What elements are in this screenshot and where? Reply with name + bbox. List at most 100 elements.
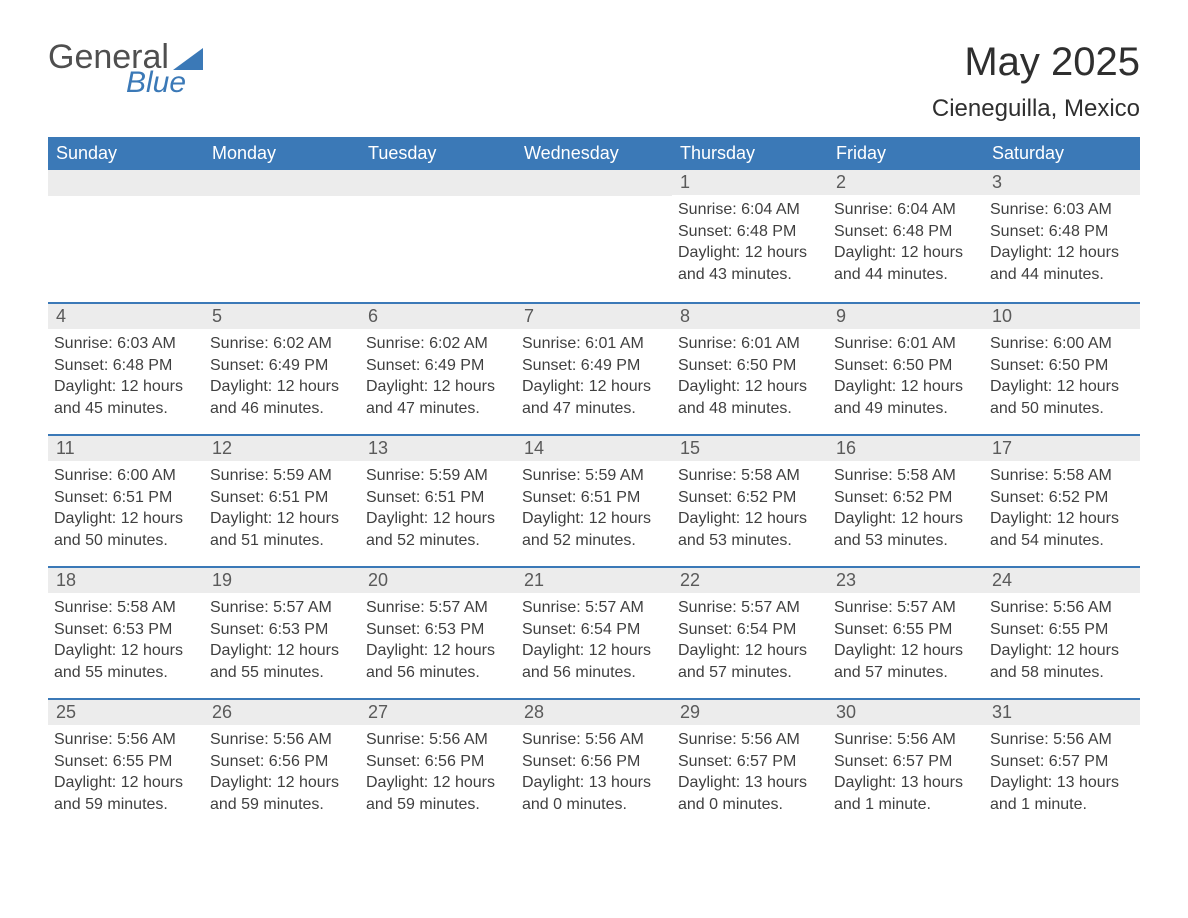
calendar-day-cell: 2Sunrise: 6:04 AMSunset: 6:48 PMDaylight… [828, 170, 984, 302]
calendar-day-cell: 12Sunrise: 5:59 AMSunset: 6:51 PMDayligh… [204, 436, 360, 566]
calendar-day-cell: 13Sunrise: 5:59 AMSunset: 6:51 PMDayligh… [360, 436, 516, 566]
day-sunset: Sunset: 6:56 PM [210, 751, 354, 773]
day-daylight: Daylight: 12 hours and 57 minutes. [834, 640, 978, 683]
day-sunset: Sunset: 6:48 PM [678, 221, 822, 243]
day-sunset: Sunset: 6:51 PM [210, 487, 354, 509]
day-sunrise: Sunrise: 5:56 AM [834, 729, 978, 751]
weekday-header: Tuesday [360, 137, 516, 170]
day-body: Sunrise: 5:59 AMSunset: 6:51 PMDaylight:… [360, 461, 516, 563]
day-body: Sunrise: 5:57 AMSunset: 6:54 PMDaylight:… [672, 593, 828, 695]
day-number: 8 [672, 304, 828, 329]
day-daylight: Daylight: 12 hours and 47 minutes. [366, 376, 510, 419]
day-sunrise: Sunrise: 5:56 AM [990, 597, 1134, 619]
day-sunset: Sunset: 6:51 PM [366, 487, 510, 509]
day-number: 5 [204, 304, 360, 329]
day-sunset: Sunset: 6:56 PM [366, 751, 510, 773]
day-sunrise: Sunrise: 6:04 AM [678, 199, 822, 221]
calendar-day-cell: 22Sunrise: 5:57 AMSunset: 6:54 PMDayligh… [672, 568, 828, 698]
calendar-day-cell [516, 170, 672, 302]
calendar-day-cell: 7Sunrise: 6:01 AMSunset: 6:49 PMDaylight… [516, 304, 672, 434]
day-daylight: Daylight: 12 hours and 46 minutes. [210, 376, 354, 419]
calendar-week: 25Sunrise: 5:56 AMSunset: 6:55 PMDayligh… [48, 698, 1140, 830]
day-body: Sunrise: 6:02 AMSunset: 6:49 PMDaylight:… [360, 329, 516, 431]
day-number: 26 [204, 700, 360, 725]
day-number: 14 [516, 436, 672, 461]
day-body: Sunrise: 6:03 AMSunset: 6:48 PMDaylight:… [984, 195, 1140, 297]
day-sunrise: Sunrise: 5:58 AM [990, 465, 1134, 487]
calendar-day-cell: 5Sunrise: 6:02 AMSunset: 6:49 PMDaylight… [204, 304, 360, 434]
day-body: Sunrise: 6:04 AMSunset: 6:48 PMDaylight:… [672, 195, 828, 297]
day-body: Sunrise: 5:56 AMSunset: 6:57 PMDaylight:… [672, 725, 828, 827]
day-body: Sunrise: 5:56 AMSunset: 6:56 PMDaylight:… [360, 725, 516, 827]
day-sunset: Sunset: 6:49 PM [522, 355, 666, 377]
calendar-day-cell: 18Sunrise: 5:58 AMSunset: 6:53 PMDayligh… [48, 568, 204, 698]
calendar-day-cell: 29Sunrise: 5:56 AMSunset: 6:57 PMDayligh… [672, 700, 828, 830]
weekday-header: Thursday [672, 137, 828, 170]
day-sunrise: Sunrise: 5:57 AM [210, 597, 354, 619]
day-daylight: Daylight: 12 hours and 52 minutes. [366, 508, 510, 551]
day-number: 12 [204, 436, 360, 461]
day-sunrise: Sunrise: 5:57 AM [678, 597, 822, 619]
day-body: Sunrise: 5:56 AMSunset: 6:55 PMDaylight:… [984, 593, 1140, 695]
calendar-week: 11Sunrise: 6:00 AMSunset: 6:51 PMDayligh… [48, 434, 1140, 566]
day-number: 10 [984, 304, 1140, 329]
day-sunrise: Sunrise: 5:56 AM [366, 729, 510, 751]
calendar-week: 18Sunrise: 5:58 AMSunset: 6:53 PMDayligh… [48, 566, 1140, 698]
day-sunrise: Sunrise: 5:58 AM [834, 465, 978, 487]
day-daylight: Daylight: 13 hours and 0 minutes. [678, 772, 822, 815]
day-body: Sunrise: 5:57 AMSunset: 6:54 PMDaylight:… [516, 593, 672, 695]
day-number [516, 170, 672, 196]
brand-logo-text-blue: Blue [126, 68, 203, 98]
day-sunset: Sunset: 6:53 PM [366, 619, 510, 641]
day-body: Sunrise: 6:03 AMSunset: 6:48 PMDaylight:… [48, 329, 204, 431]
location-label: Cieneguilla, Mexico [932, 95, 1140, 123]
calendar-day-cell: 21Sunrise: 5:57 AMSunset: 6:54 PMDayligh… [516, 568, 672, 698]
calendar-day-cell: 11Sunrise: 6:00 AMSunset: 6:51 PMDayligh… [48, 436, 204, 566]
calendar-body: 1Sunrise: 6:04 AMSunset: 6:48 PMDaylight… [48, 170, 1140, 830]
day-daylight: Daylight: 12 hours and 55 minutes. [54, 640, 198, 683]
day-sunset: Sunset: 6:54 PM [678, 619, 822, 641]
day-sunset: Sunset: 6:53 PM [54, 619, 198, 641]
day-body: Sunrise: 5:58 AMSunset: 6:53 PMDaylight:… [48, 593, 204, 695]
day-number: 22 [672, 568, 828, 593]
day-sunset: Sunset: 6:50 PM [990, 355, 1134, 377]
day-sunrise: Sunrise: 5:56 AM [210, 729, 354, 751]
calendar-day-cell: 6Sunrise: 6:02 AMSunset: 6:49 PMDaylight… [360, 304, 516, 434]
day-sunset: Sunset: 6:57 PM [990, 751, 1134, 773]
day-number: 1 [672, 170, 828, 195]
calendar-week: 4Sunrise: 6:03 AMSunset: 6:48 PMDaylight… [48, 302, 1140, 434]
day-daylight: Daylight: 12 hours and 50 minutes. [990, 376, 1134, 419]
day-number: 3 [984, 170, 1140, 195]
day-number: 21 [516, 568, 672, 593]
day-sunrise: Sunrise: 6:03 AM [54, 333, 198, 355]
day-sunrise: Sunrise: 5:56 AM [990, 729, 1134, 751]
day-number: 4 [48, 304, 204, 329]
day-number: 13 [360, 436, 516, 461]
day-daylight: Daylight: 12 hours and 48 minutes. [678, 376, 822, 419]
calendar-day-cell: 4Sunrise: 6:03 AMSunset: 6:48 PMDaylight… [48, 304, 204, 434]
day-daylight: Daylight: 12 hours and 51 minutes. [210, 508, 354, 551]
day-sunrise: Sunrise: 6:02 AM [366, 333, 510, 355]
day-body: Sunrise: 5:56 AMSunset: 6:56 PMDaylight:… [204, 725, 360, 827]
day-number: 29 [672, 700, 828, 725]
day-daylight: Daylight: 12 hours and 44 minutes. [990, 242, 1134, 285]
day-body: Sunrise: 5:56 AMSunset: 6:55 PMDaylight:… [48, 725, 204, 827]
calendar-day-cell: 23Sunrise: 5:57 AMSunset: 6:55 PMDayligh… [828, 568, 984, 698]
day-sunset: Sunset: 6:52 PM [990, 487, 1134, 509]
day-body: Sunrise: 5:56 AMSunset: 6:57 PMDaylight:… [828, 725, 984, 827]
day-sunset: Sunset: 6:52 PM [834, 487, 978, 509]
day-body: Sunrise: 5:58 AMSunset: 6:52 PMDaylight:… [984, 461, 1140, 563]
day-number: 30 [828, 700, 984, 725]
calendar-day-cell: 24Sunrise: 5:56 AMSunset: 6:55 PMDayligh… [984, 568, 1140, 698]
day-number: 16 [828, 436, 984, 461]
day-number: 9 [828, 304, 984, 329]
day-number: 31 [984, 700, 1140, 725]
calendar-day-cell: 16Sunrise: 5:58 AMSunset: 6:52 PMDayligh… [828, 436, 984, 566]
day-sunrise: Sunrise: 6:01 AM [678, 333, 822, 355]
day-daylight: Daylight: 13 hours and 1 minute. [834, 772, 978, 815]
calendar-day-cell: 20Sunrise: 5:57 AMSunset: 6:53 PMDayligh… [360, 568, 516, 698]
calendar-day-cell: 27Sunrise: 5:56 AMSunset: 6:56 PMDayligh… [360, 700, 516, 830]
day-sunset: Sunset: 6:55 PM [54, 751, 198, 773]
day-sunset: Sunset: 6:48 PM [990, 221, 1134, 243]
day-sunrise: Sunrise: 6:00 AM [54, 465, 198, 487]
